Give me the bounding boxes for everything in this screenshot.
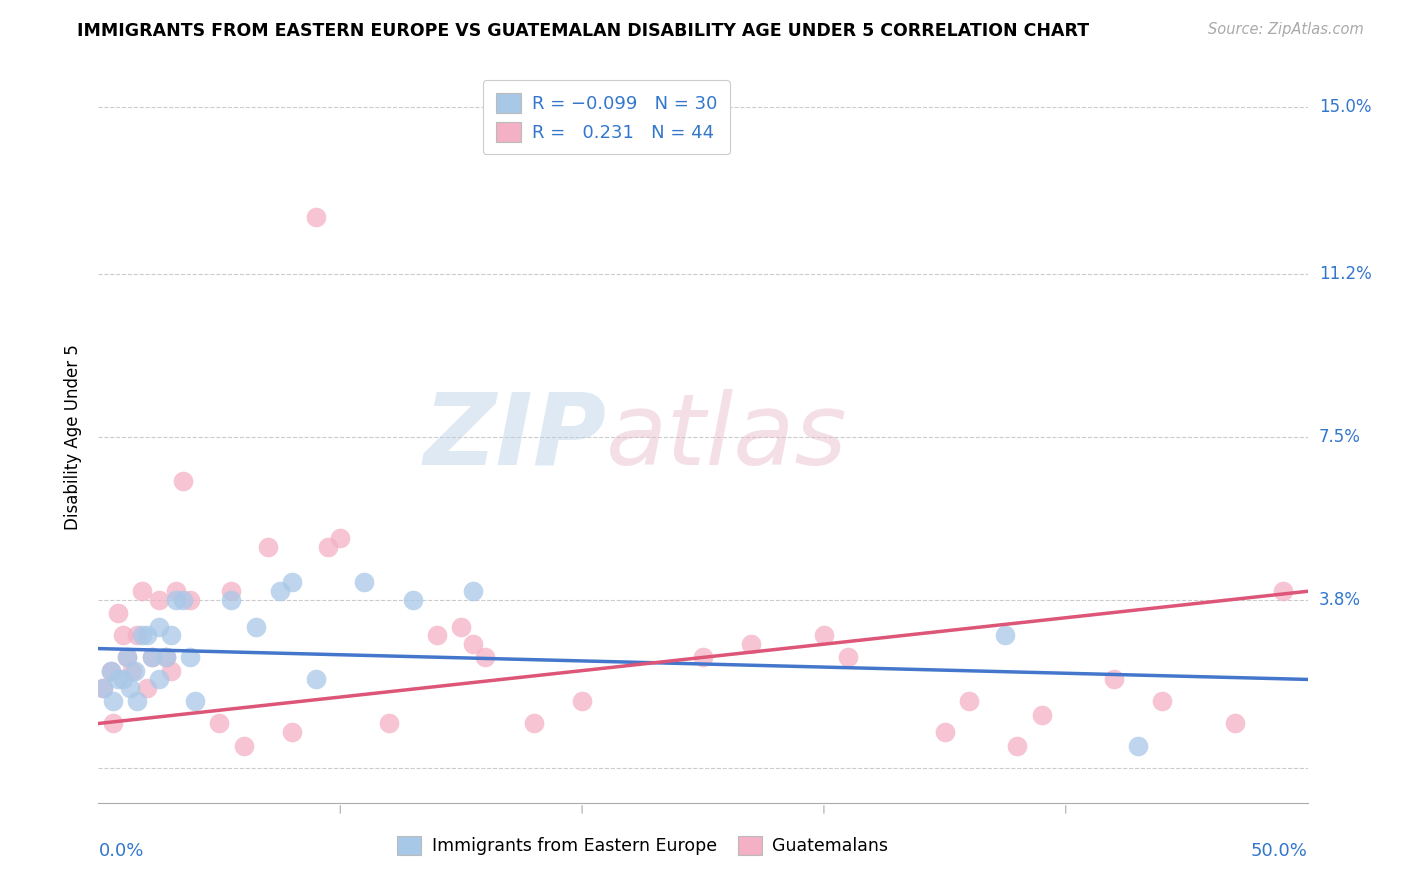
Point [1152,694,1174,708]
Point [172,593,194,607]
Point [463,584,485,599]
Point [184,694,207,708]
Point [121,664,143,678]
Point [141,650,163,665]
Point [1223,716,1246,731]
Text: 7.5%: 7.5% [1319,428,1361,446]
Point [118,681,141,696]
Point [100,664,122,678]
Point [107,607,129,621]
Point [256,540,278,554]
Point [135,681,157,696]
Point [131,584,153,599]
Point [141,650,163,665]
Point [127,628,149,642]
Point [269,584,291,599]
Point [165,584,187,599]
Point [245,619,267,633]
Point [91,681,114,696]
Point [148,619,170,633]
Point [148,673,170,687]
Point [127,694,149,708]
Point [281,725,304,739]
Point [353,575,375,590]
Point [232,739,254,753]
Point [305,673,328,687]
Point [813,628,835,642]
Text: 15.0%: 15.0% [1319,97,1371,116]
Point [101,694,124,708]
Point [1272,584,1295,599]
Point [1128,739,1150,753]
Point [101,716,124,731]
Point [111,673,134,687]
Point [135,628,157,642]
Point [155,650,177,665]
Text: 3.8%: 3.8% [1319,591,1361,609]
Point [160,628,183,642]
Point [316,540,339,554]
Point [450,619,472,633]
Point [221,584,243,599]
Text: Source: ZipAtlas.com: Source: ZipAtlas.com [1208,22,1364,37]
Point [1031,707,1053,722]
Point [377,716,399,731]
Point [124,664,146,678]
Point [1102,673,1125,687]
Point [100,664,122,678]
Point [131,628,153,642]
Point [994,628,1017,642]
Point [474,650,496,665]
Point [463,637,485,651]
Point [221,593,243,607]
Point [208,716,231,731]
Point [426,628,449,642]
Text: IMMIGRANTS FROM EASTERN EUROPE VS GUATEMALAN DISABILITY AGE UNDER 5 CORRELATION : IMMIGRANTS FROM EASTERN EUROPE VS GUATEM… [77,22,1090,40]
Legend: Immigrants from Eastern Europe, Guatemalans: Immigrants from Eastern Europe, Guatemal… [388,827,897,863]
Point [692,650,714,665]
Point [305,210,328,224]
Point [1007,739,1029,753]
Point [957,694,980,708]
Point [160,664,183,678]
Point [111,628,134,642]
Point [148,593,170,607]
Point [107,673,129,687]
Point [179,650,201,665]
Point [523,716,546,731]
Point [165,593,187,607]
Text: atlas: atlas [606,389,848,485]
Point [571,694,593,708]
Point [155,650,177,665]
Point [117,650,139,665]
Point [281,575,304,590]
Point [740,637,762,651]
Text: 11.2%: 11.2% [1319,265,1371,283]
Point [172,474,194,488]
Point [402,593,425,607]
Text: 50.0%: 50.0% [1251,842,1308,860]
Text: ZIP: ZIP [423,389,606,485]
Point [837,650,859,665]
Text: 0.0%: 0.0% [98,842,143,860]
Point [179,593,201,607]
Point [329,532,352,546]
Point [91,681,114,696]
Y-axis label: Disability Age Under 5: Disability Age Under 5 [65,344,83,530]
Point [934,725,956,739]
Point [117,650,139,665]
